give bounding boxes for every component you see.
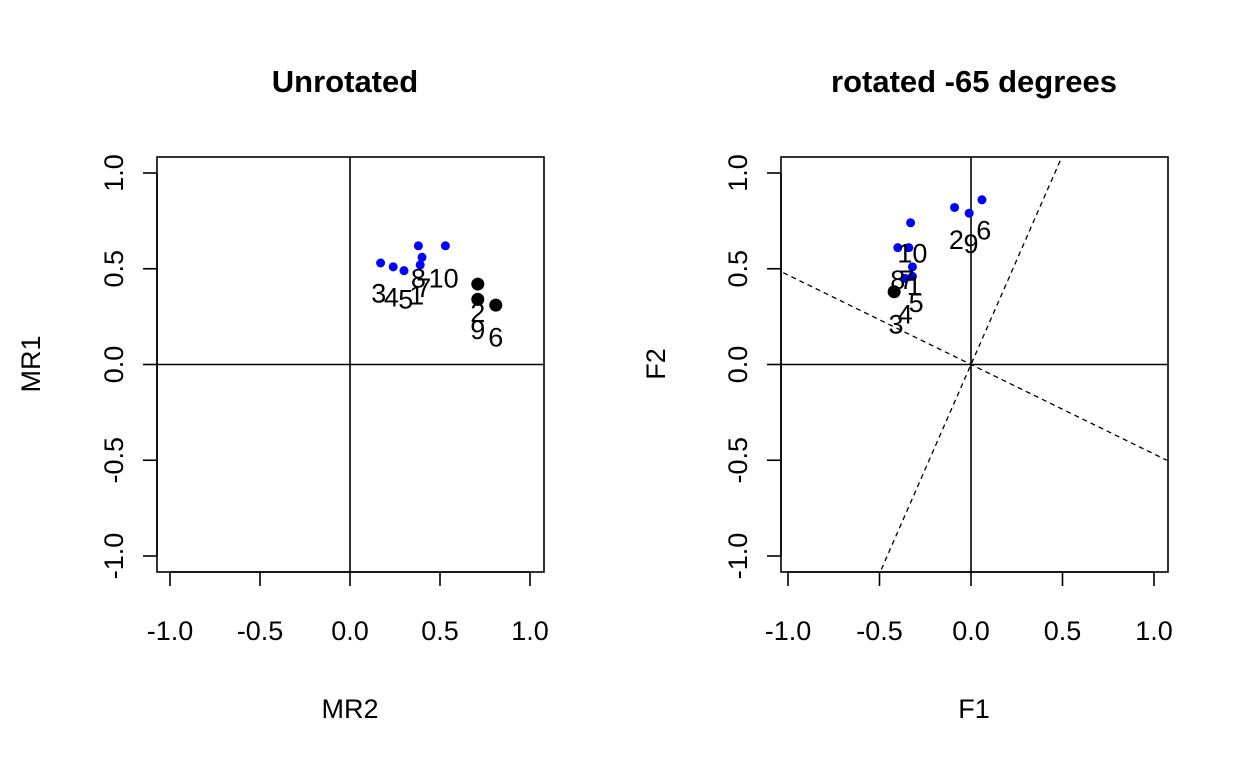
point-label: 2: [470, 298, 485, 328]
black-data-point: [887, 285, 901, 299]
blue-data-point: [964, 208, 974, 218]
y-tick-label: 0.5: [723, 250, 753, 288]
blue-data-point: [440, 241, 450, 251]
y-tick-label: 1.0: [99, 154, 129, 192]
x-tick-label: -0.5: [856, 616, 903, 646]
point-label: 8: [890, 265, 905, 295]
point-label: 10: [897, 238, 927, 268]
y-tick-label: 0.0: [99, 346, 129, 384]
y-axis-label: F2: [641, 348, 671, 380]
x-tick-label: -1.0: [147, 616, 194, 646]
point-label: 2: [949, 225, 964, 255]
blue-data-point: [977, 195, 987, 205]
blue-data-point: [907, 262, 917, 272]
x-tick-label: 1.0: [1135, 616, 1173, 646]
point-label: 5: [398, 284, 413, 314]
point-label: 10: [429, 263, 459, 293]
blue-data-point: [900, 273, 910, 283]
blue-data-point: [904, 243, 914, 253]
y-tick-label: -0.5: [723, 437, 753, 484]
blue-data-point: [399, 266, 409, 276]
point-label: 5: [909, 288, 924, 318]
dashed-reference-line: [781, 270, 1168, 461]
blue-data-point: [417, 252, 427, 262]
x-tick-label: -0.5: [237, 616, 284, 646]
x-tick-label: -1.0: [765, 616, 812, 646]
blue-data-point: [413, 241, 423, 251]
blue-data-point: [388, 262, 398, 272]
y-tick-label: -1.0: [99, 533, 129, 580]
point-label: 6: [976, 215, 991, 245]
point-label: 9: [470, 315, 485, 345]
blue-data-point: [376, 258, 386, 268]
point-label: 1: [409, 281, 424, 311]
y-tick-label: 0.0: [723, 346, 753, 384]
black-data-point: [471, 292, 485, 306]
point-label: 7: [416, 273, 431, 303]
x-axis-label: MR2: [321, 694, 378, 724]
blue-data-point: [906, 218, 916, 228]
point-label: 7: [899, 265, 914, 295]
x-tick-label: 0.0: [952, 616, 990, 646]
point-label: 3: [371, 279, 386, 309]
point-label: 9: [963, 229, 978, 259]
chart-title: Unrotated: [272, 64, 418, 99]
blue-data-point: [907, 271, 917, 281]
point-label: 8: [411, 263, 426, 293]
x-axis-label: F1: [958, 694, 990, 724]
x-tick-label: 0.0: [331, 616, 369, 646]
dashed-reference-line: [880, 159, 1062, 570]
x-tick-label: 1.0: [511, 616, 549, 646]
point-label: 1: [907, 271, 922, 301]
blue-data-point: [415, 260, 425, 270]
y-tick-label: -1.0: [723, 533, 753, 580]
point-label: 4: [898, 300, 913, 330]
black-data-point: [471, 277, 485, 291]
y-axis-label: MR1: [16, 335, 46, 392]
y-tick-label: -0.5: [99, 437, 129, 484]
point-label: 3: [888, 309, 903, 339]
x-tick-label: 0.5: [1044, 616, 1082, 646]
y-tick-label: 1.0: [723, 154, 753, 192]
point-label: 6: [488, 323, 503, 353]
black-data-point: [489, 298, 503, 312]
blue-data-point: [950, 202, 960, 212]
point-label: 4: [384, 282, 399, 312]
chart-title: rotated -65 degrees: [831, 64, 1117, 99]
y-tick-label: 0.5: [99, 250, 129, 288]
blue-data-point: [893, 243, 903, 253]
x-tick-label: 0.5: [421, 616, 459, 646]
